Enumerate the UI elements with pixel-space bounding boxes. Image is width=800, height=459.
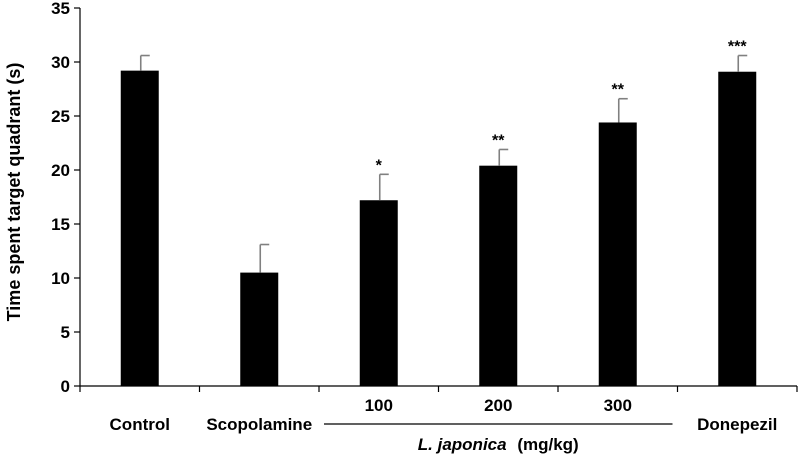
y-axis-label: Time spent target quadrant (s)	[4, 63, 24, 322]
bar	[718, 71, 757, 386]
group-label-name: L. japonica	[418, 435, 507, 454]
y-axis: 0 5 10 15 20 25 30 35	[51, 0, 81, 396]
bars	[120, 70, 757, 386]
category-label: 300	[604, 396, 632, 415]
group-label-unit: (mg/kg)	[517, 435, 578, 454]
category-label: Donepezil	[697, 415, 777, 434]
error-bars	[139, 54, 748, 273]
y-tick-label: 10	[51, 269, 70, 288]
significance-mark: **	[612, 82, 625, 99]
bar	[120, 70, 159, 386]
category-label: Scopolamine	[206, 415, 312, 434]
y-tick-label: 25	[51, 107, 70, 126]
y-tick-label: 5	[61, 323, 70, 342]
significance-mark: **	[492, 132, 505, 149]
category-label: 100	[365, 396, 393, 415]
bar	[240, 272, 279, 386]
group-label: L. japonica (mg/kg)	[418, 435, 579, 454]
y-tick-label: 0	[61, 377, 70, 396]
significance-mark: *	[376, 157, 383, 174]
y-tick-label: 15	[51, 215, 70, 234]
significance-marks: ********	[376, 39, 748, 175]
category-label: 200	[484, 396, 512, 415]
y-tick-label: 35	[51, 0, 70, 18]
category-labels: Control Scopolamine 100 200 300 Donepezil	[110, 396, 778, 434]
bar	[479, 165, 518, 386]
y-tick-label: 30	[51, 53, 70, 72]
bar	[359, 200, 398, 386]
category-label: Control	[110, 415, 170, 434]
x-axis	[79, 385, 798, 392]
bar	[598, 122, 637, 386]
significance-mark: ***	[728, 39, 747, 56]
y-tick-label: 20	[51, 161, 70, 180]
